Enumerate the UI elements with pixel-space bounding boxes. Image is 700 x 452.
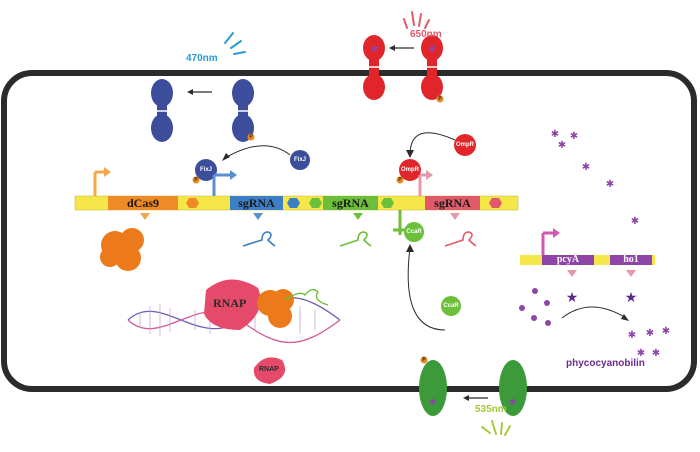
svg-text:✱: ✱	[370, 45, 378, 55]
green-light-icon	[481, 420, 511, 436]
gene-label-sgrna-1: sgRNA	[238, 196, 275, 210]
red-sensor-dimer-inactive: ✱	[363, 35, 385, 100]
sgrna-hairpin-icon	[242, 231, 477, 247]
ompr-bound	[399, 159, 421, 181]
phospho-label-red: P	[438, 96, 442, 102]
fixj-bound-label: FixJ	[199, 167, 212, 173]
dna-top	[74, 195, 519, 211]
ccar-phosphorylation-arrow	[407, 247, 446, 331]
gene-label-sgrna-2: sgRNA	[332, 196, 369, 210]
phospho-label-ompr: P	[398, 177, 402, 183]
blue-sensor-dimer-inactive	[151, 79, 173, 142]
sgrna-gene-3	[425, 196, 480, 210]
state-arrow-red	[389, 45, 414, 51]
phycocyanobilin-label: phycocyanobilin	[566, 358, 645, 369]
dcas9-gene	[108, 196, 178, 210]
ccar-free-label: CcaR	[443, 303, 459, 309]
ompr-phospho	[396, 176, 404, 184]
svg-text:✱: ✱	[662, 326, 670, 337]
terminator-5	[489, 198, 502, 208]
svg-text:✱: ✱	[429, 398, 437, 408]
ccar-bound-label: CcaR	[406, 229, 422, 235]
svg-text:✱: ✱	[631, 216, 639, 227]
phycocyanobilin-molecules: ✱ ✱ ✱ ✱ ✱ ✱ ✱ ✱ ✱ ✱ ✱	[551, 129, 670, 359]
gene-label-pcya: pcyA	[556, 254, 580, 265]
svg-text:★: ★	[625, 290, 638, 306]
state-arrow-green	[463, 395, 488, 401]
svg-text:✱: ✱	[652, 348, 660, 359]
guide-rna-on-dna	[284, 288, 329, 306]
blue-light-icon	[224, 32, 246, 55]
svg-text:★: ★	[566, 290, 579, 306]
ompr-promoter-arrow	[418, 170, 433, 196]
ompr-bound-label: OmpR	[401, 167, 419, 173]
cell-membrane	[1, 70, 697, 392]
red-light-icon	[403, 11, 430, 29]
conversion-arrow	[561, 306, 627, 319]
green-sensor-active: ✱	[419, 356, 447, 416]
ccar-free	[441, 296, 461, 316]
rnap-on-dna	[204, 279, 261, 330]
red-light-label: 650nm	[410, 29, 442, 40]
gene-label-sgrna-3: sgRNA	[434, 196, 471, 210]
ccar-bound	[404, 222, 424, 242]
svg-text:✱: ✱	[551, 129, 559, 140]
rnap-free	[253, 357, 286, 384]
fixj-promoter-arrow	[212, 170, 237, 196]
svg-text:✱: ✱	[558, 140, 566, 151]
fixj-free-label: FixJ	[293, 157, 306, 163]
gene-label-ho1: ho1	[623, 254, 639, 265]
expression-arrows	[140, 213, 460, 220]
heme-dots	[519, 288, 551, 326]
blue-sensor-dimer-active	[232, 79, 255, 142]
star-icon: ★ ★	[566, 290, 638, 306]
sgrna-gene-2	[323, 196, 378, 210]
blue-light-label: 470nm	[186, 53, 218, 64]
phospho-label-green: P	[422, 357, 426, 363]
dcas9-on-dna	[257, 289, 294, 328]
terminator-2	[287, 198, 300, 208]
dcas9-blob-icon	[100, 228, 144, 271]
red-sensor-dimer-active: ✱	[421, 35, 444, 103]
svg-text:✱: ✱	[628, 330, 636, 341]
svg-text:✱: ✱	[637, 348, 645, 359]
green-sensor-inactive: ✱	[499, 360, 527, 416]
dna-side	[520, 228, 655, 277]
ompr-free-label: OmpR	[456, 142, 474, 148]
terminator-4	[381, 198, 394, 208]
phospho-label-blue: P	[249, 134, 253, 140]
svg-text:✱: ✱	[606, 179, 614, 190]
svg-text:✱: ✱	[646, 328, 654, 339]
fixj-bound	[195, 159, 217, 181]
fixj-phosphorylation-arrow	[224, 145, 291, 159]
sgrna-gene-1	[230, 196, 283, 210]
svg-text:✱: ✱	[428, 45, 436, 55]
phospho-label-fixj: P	[194, 177, 198, 183]
terminator-3	[309, 198, 322, 208]
rnap-label: RNAP	[213, 296, 247, 310]
rnap-free-label: RNAP	[259, 366, 279, 373]
promoter-arrow-icon	[93, 167, 111, 196]
ompr-phosphorylation-arrow	[409, 132, 456, 156]
svg-text:✱: ✱	[582, 162, 590, 173]
state-arrow-blue	[187, 89, 212, 95]
svg-text:✱: ✱	[509, 398, 517, 408]
terminator-1	[186, 198, 199, 208]
ompr-free	[454, 134, 476, 156]
svg-text:✱: ✱	[570, 131, 578, 142]
pcya-gene	[542, 255, 594, 265]
gene-label-dcas9: dCas9	[126, 196, 159, 210]
fixj-free	[290, 150, 310, 170]
fixj-phospho	[192, 176, 200, 184]
green-light-label: 535nm	[475, 404, 507, 415]
ho1-gene	[610, 255, 652, 265]
